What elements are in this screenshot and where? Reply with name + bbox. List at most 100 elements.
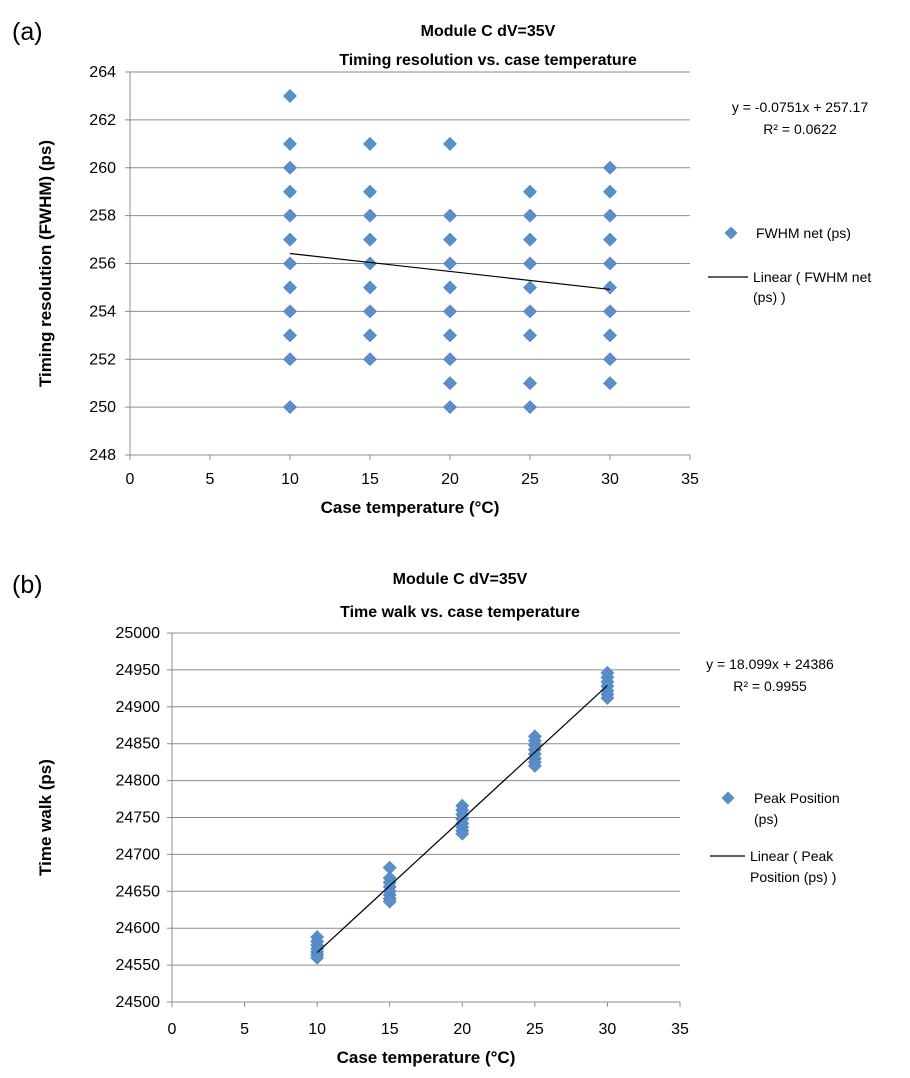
data-point [443,328,457,343]
data-point [363,304,377,319]
y-tick-label: 24600 [116,920,161,937]
x-tick-label: 10 [281,471,299,488]
y-tick-label: 254 [89,303,116,320]
trendline [316,684,608,954]
data-point [363,232,377,247]
r-squared: R² = 0.9955 [733,678,807,694]
data-point [523,208,537,223]
data-point [443,232,457,247]
y-tick-label: 24550 [116,957,161,974]
data-point [363,352,377,367]
data-point [363,184,377,199]
data-point [363,208,377,223]
chart-title-line-2: Timing resolution vs. case temperature [339,52,637,69]
chart-b: (b) Module C dV=35V Time walk vs. case tem… [12,571,840,1067]
chart-title-line-1: Module C dV=35V [393,571,528,588]
x-tick-label: 30 [601,471,619,488]
x-tick-label: 15 [381,1021,399,1038]
legend: Peak Position (ps) Linear ( Peak Position (… [710,790,840,885]
legend-trendline-label: Linear ( Peak [750,848,834,864]
legend-trendline-label: Position (ps) ) [750,869,836,885]
data-point [363,280,377,295]
data-point [523,304,537,319]
x-tick-label: 20 [453,1021,471,1038]
data-point [523,280,537,295]
data-point [310,950,325,965]
data-point [523,232,537,247]
legend-trendline-label: Linear ( FWHM net [753,269,871,285]
y-axis-label: Time walk (ps) [36,759,55,876]
data-point [283,256,297,271]
data-point [283,304,297,319]
x-tick-label: 0 [168,1021,177,1038]
y-tick-label: 264 [89,64,116,81]
data-point [283,160,297,175]
data-point [443,136,457,151]
x-tick-label: 5 [240,1021,249,1038]
legend-series-label: (ps) [754,811,778,827]
x-tick-label: 25 [526,1021,544,1038]
data-point [523,184,537,199]
data-point [283,89,297,103]
data-point [523,400,537,415]
trend-equation: y = -0.0751x + 257.17 [732,99,868,115]
data-point [443,208,457,223]
data-point [603,208,617,223]
trend-equation: y = 18.099x + 24386 [706,656,834,672]
data-point [283,184,297,199]
y-tick-label: 24950 [116,662,161,679]
data-point [283,352,297,367]
data-point [523,376,537,391]
data-point [603,352,617,367]
chart-title-line-2: Time walk vs. case temperature [340,604,580,621]
y-tick-label: 24900 [116,699,161,716]
trendline [289,252,611,291]
data-point [283,400,297,415]
y-tick-label: 252 [89,351,116,368]
legend: FWHM net (ps) Linear ( FWHM net (ps) ) [708,225,871,305]
y-tick-label: 24500 [116,994,161,1011]
y-tick-label: 250 [89,399,116,416]
x-tick-label: 15 [361,471,379,488]
y-tick-label: 24750 [116,810,161,827]
x-tick-label: 10 [308,1021,326,1038]
data-point [603,184,617,199]
data-point [382,894,397,909]
data-point [603,160,617,175]
x-tick-label: 25 [521,471,539,488]
legend-marker-icon [721,791,735,805]
data-point [523,256,537,271]
y-axis-label: Timing resolution (FWHM) (ps) [36,140,55,387]
y-tick-label: 260 [89,160,116,177]
chart-a: (a) Module C dV=35V Timing resolution vs. … [12,18,871,517]
data-point [523,328,537,343]
x-tick-label: 0 [126,471,135,488]
data-point [455,826,470,841]
y-tick-label: 258 [89,208,116,225]
y-tick-label: 25000 [116,625,161,642]
y-tick-label: 262 [89,112,116,129]
data-point [603,256,617,271]
data-point [603,304,617,319]
data-point [443,352,457,367]
data-point [603,328,617,343]
data-point [600,691,615,705]
chart-title-line-1: Module C dV=35V [421,23,556,40]
x-axis-label: Case temperature (°C) [321,498,500,517]
data-point [603,376,617,391]
x-tick-label: 35 [671,1021,689,1038]
data-point [283,136,297,151]
y-tick-label: 24800 [116,773,161,790]
data-point [443,280,457,295]
x-tick-label: 20 [441,471,459,488]
data-point [363,256,377,271]
x-axis-label: Case temperature (°C) [337,1048,516,1067]
x-tick-label: 30 [599,1021,617,1038]
y-tick-label: 248 [89,447,116,464]
data-point [443,400,457,415]
x-tick-label: 5 [206,471,215,488]
data-point [443,256,457,271]
data-point [443,304,457,319]
legend-trendline-label: (ps) ) [753,289,786,305]
